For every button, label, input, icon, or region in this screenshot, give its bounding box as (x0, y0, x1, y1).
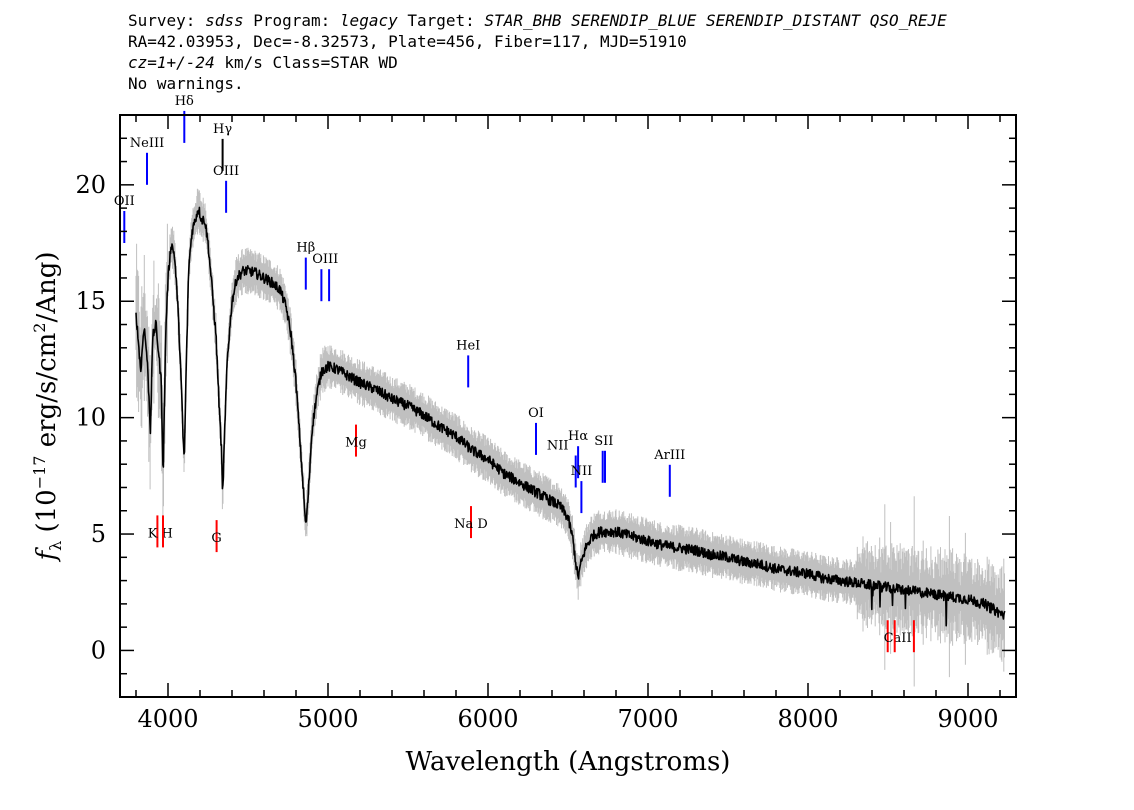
x-tick-label: 7000 (617, 705, 678, 733)
target-label: Target: (397, 11, 485, 30)
y-axis-title: fλ (10−17 erg/s/cm2/Ang) (30, 251, 65, 562)
flux-line (135, 206, 1006, 627)
x-axis-title: Wavelength (Angstroms) (406, 747, 731, 777)
plot-frame (119, 114, 1017, 698)
line-label: NeIII (130, 136, 164, 151)
x-tick-label: 6000 (457, 705, 518, 733)
x-tick-label: 8000 (777, 705, 838, 733)
spectrum-header: Survey: sdss Program: legacy Target: STA… (128, 10, 1128, 94)
line-label: HeI (456, 338, 480, 353)
target-value: STAR_BHB SERENDIP_BLUE SERENDIP_DISTANT … (484, 11, 947, 30)
x-tick-label: 4000 (137, 705, 198, 733)
y-tick-label: 15 (75, 287, 106, 315)
y-tick-label: 10 (75, 404, 106, 432)
line-label: OIII (312, 252, 338, 267)
line-label: Na D (454, 517, 488, 532)
survey-value: sdss (205, 11, 244, 30)
axis-ticks: 4000 5000 6000 7000 8000 9000 0 5 10 15 20 (75, 115, 1016, 733)
line-label: CaII (884, 631, 912, 646)
line-label: NII (547, 439, 569, 454)
header-line-coordinates: RA=42.03953, Dec=-8.32573, Plate=456, Fi… (128, 32, 687, 51)
line-label: Mg (345, 436, 367, 451)
cz-value: cz=1+/-24 (128, 53, 215, 72)
y-tick-label: 5 (91, 520, 106, 548)
line-label: G (211, 531, 221, 546)
y-tick-label: 0 (91, 636, 106, 664)
program-label: Program: (243, 11, 340, 30)
line-label: Hγ (213, 122, 232, 137)
survey-label: Survey: (128, 11, 206, 30)
line-label: Hδ (175, 94, 194, 109)
line-label: Hα (568, 429, 588, 444)
line-label: NII (571, 464, 593, 479)
line-label: OII (114, 194, 135, 209)
program-value: legacy (339, 11, 398, 30)
line-label: OIII (213, 164, 239, 179)
x-tick-label: 5000 (297, 705, 358, 733)
line-label: Hβ (296, 241, 315, 256)
flux-series (135, 206, 1006, 627)
header-line-warnings: No warnings. (128, 74, 244, 93)
line-label: OI (528, 406, 544, 421)
line-label: ArIII (653, 448, 685, 463)
class-value: km/s Class=STAR WD (214, 53, 398, 72)
header-line-survey: Survey: sdss Program: legacy Target: STA… (128, 10, 1128, 31)
line-label: K H (148, 526, 173, 541)
header-line-redshift: cz=1+/-24 km/s Class=STAR WD (128, 52, 1128, 73)
x-tick-label: 9000 (937, 705, 998, 733)
line-label: SII (594, 434, 613, 449)
y-tick-label: 20 (75, 171, 106, 199)
